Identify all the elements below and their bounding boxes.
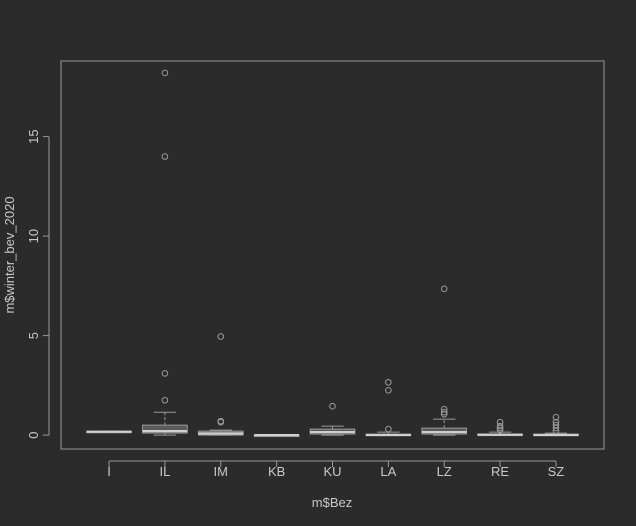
box-KB (253, 433, 300, 438)
y-axis: 0 5 10 15 (26, 129, 50, 439)
outlier-point (552, 413, 560, 421)
y-tick-label: 15 (26, 129, 41, 143)
box-IL (142, 69, 188, 436)
outlier-point (440, 285, 448, 293)
x-tick-label: LA (380, 464, 396, 479)
outlier-point (440, 408, 448, 416)
x-tick-label: IL (159, 464, 170, 479)
y-tick-label: 10 (26, 229, 41, 243)
box-SZ (533, 413, 579, 437)
y-tick-label: 0 (26, 431, 41, 438)
x-axis: I IL IM KB KU LA LZ RE SZ (107, 460, 565, 479)
outlier-point (161, 370, 169, 377)
outlier-point (217, 417, 225, 425)
box-LA (365, 379, 412, 437)
y-axis-label: m$winter_bev_2020 (2, 196, 17, 313)
y-tick-label: 5 (26, 332, 41, 339)
x-axis-label: m$Bez (312, 495, 352, 510)
outlier-point (385, 379, 392, 386)
x-tick-label: RE (491, 464, 509, 479)
box-I (86, 430, 132, 434)
outlier-point (552, 421, 560, 429)
plot-frame (60, 60, 605, 450)
box-IM (197, 333, 244, 436)
outlier-point (385, 387, 392, 394)
x-tick-label: LZ (437, 464, 452, 479)
iqr-box (142, 424, 188, 434)
outlier-point (161, 69, 169, 77)
x-tick-label: SZ (548, 464, 565, 479)
outlier-point (440, 405, 448, 413)
box-RE (477, 418, 523, 437)
outlier-point (161, 396, 169, 404)
box-KU (309, 402, 356, 436)
outlier-point (329, 402, 336, 410)
x-tick-label: I (107, 464, 111, 479)
outlier-point (161, 153, 169, 160)
outlier-point (496, 422, 504, 430)
x-tick-label: IM (214, 464, 228, 479)
box-LZ (421, 285, 468, 436)
boxes-group (86, 69, 579, 438)
outlier-point (217, 333, 225, 340)
x-tick-label: KB (268, 464, 285, 479)
outlier-point (496, 426, 504, 434)
outlier-point (440, 410, 448, 418)
outlier-point (385, 425, 392, 433)
outlier-point (552, 418, 560, 426)
x-tick-label: KU (323, 464, 341, 479)
outlier-point (496, 418, 504, 426)
